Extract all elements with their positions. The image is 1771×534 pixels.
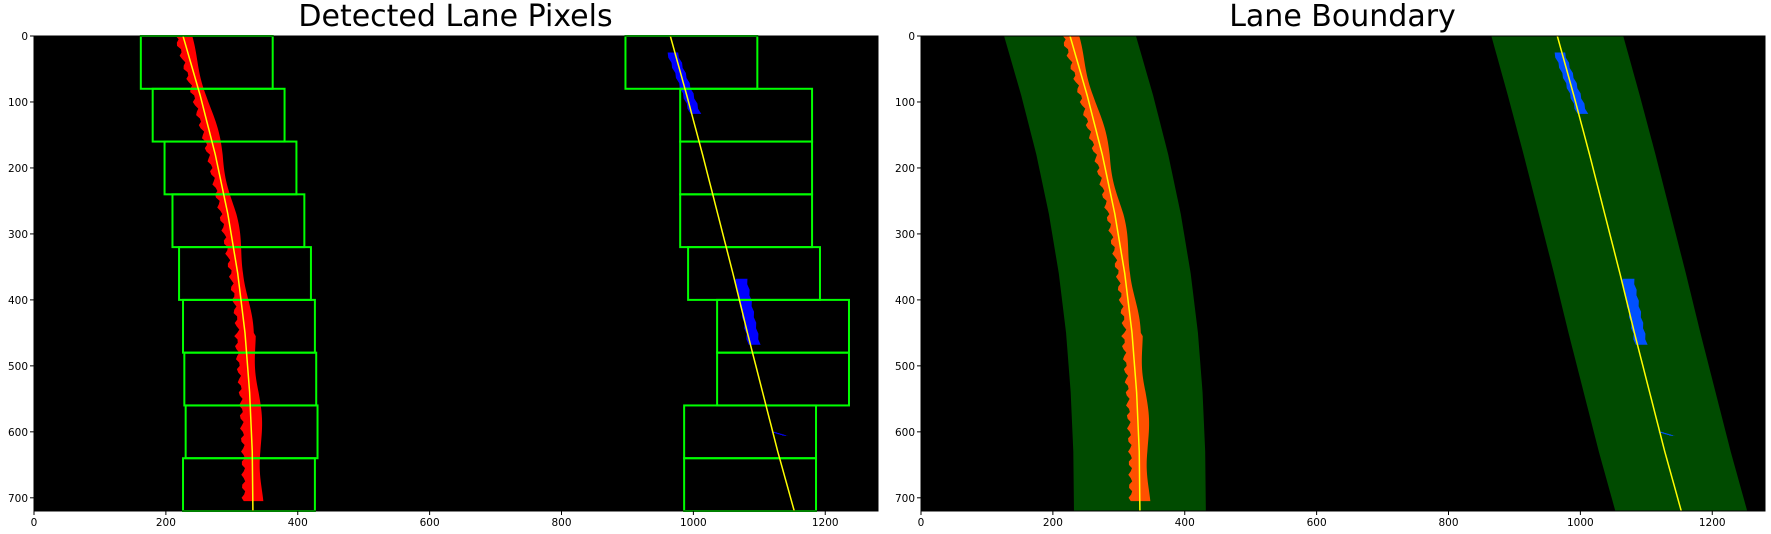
y-tick-label: 100 [895,97,915,109]
right-panel-title: Lane Boundary [1229,0,1456,34]
y-tick-label: 600 [895,427,915,439]
y-tick-label: 700 [895,493,915,505]
x-tick-label: 200 [1043,517,1063,529]
right-lane-pixel-cluster-3 [770,431,789,436]
y-tick-label: 0 [21,31,28,43]
y-tick-label: 700 [8,493,28,505]
y-tick-label: 400 [8,295,28,307]
left-lane-pixels [175,36,264,502]
right-lane-fit-line [1556,35,1682,512]
right-lane-pixel-cluster-3 [1657,431,1676,436]
axes-frame [920,35,1766,512]
y-tick-label: 600 [8,427,28,439]
y-tick-label: 0 [908,31,915,43]
x-tick-label: 600 [1307,517,1327,529]
x-tick-label: 400 [1175,517,1195,529]
y-tick-label: 300 [8,229,28,241]
x-tick-label: 1200 [812,517,839,529]
y-tick-label: 500 [895,361,915,373]
y-tick-label: 200 [8,163,28,175]
x-tick-label: 1200 [1699,517,1726,529]
left-panel-title: Detected Lane Pixels [298,0,613,34]
left-lane-corridor [1004,36,1206,511]
right-lane-pixel-cluster-1 [1554,52,1589,114]
y-tick-label: 200 [895,163,915,175]
x-tick-label: 800 [551,517,571,529]
x-tick-label: 1000 [680,517,707,529]
right-lane-pixel-cluster-2 [735,278,761,345]
y-tick-label: 100 [8,97,28,109]
left-lane-fit-line [1069,35,1141,512]
axes-frame [33,35,879,512]
left-lane-pixels [1062,36,1151,502]
detected-lane-pixels-panel: 0 200 400 600 800 1000 1200 0 100 200 300 400 500 600… [8,31,879,529]
y-tick-label: 500 [8,361,28,373]
y-tick-label: 400 [895,295,915,307]
right-lane-pixel-cluster-2 [1622,278,1648,345]
x-tick-label: 400 [288,517,308,529]
right-lane-pixel-cluster-1 [667,52,702,114]
x-tick-label: 0 [31,517,38,529]
x-tick-label: 600 [420,517,440,529]
lane-boundary-panel: 0 200 400 600 800 1000 1200 0 100 200 300 400 500 600… [895,31,1766,529]
y-tick-label: 300 [895,229,915,241]
right-lane-fit-line [669,35,795,512]
x-tick-label: 200 [156,517,176,529]
image-background [34,36,878,511]
left-lane-fit-line [182,35,254,512]
x-tick-label: 1000 [1567,517,1594,529]
x-tick-label: 800 [1438,517,1458,529]
x-tick-label: 0 [918,517,925,529]
